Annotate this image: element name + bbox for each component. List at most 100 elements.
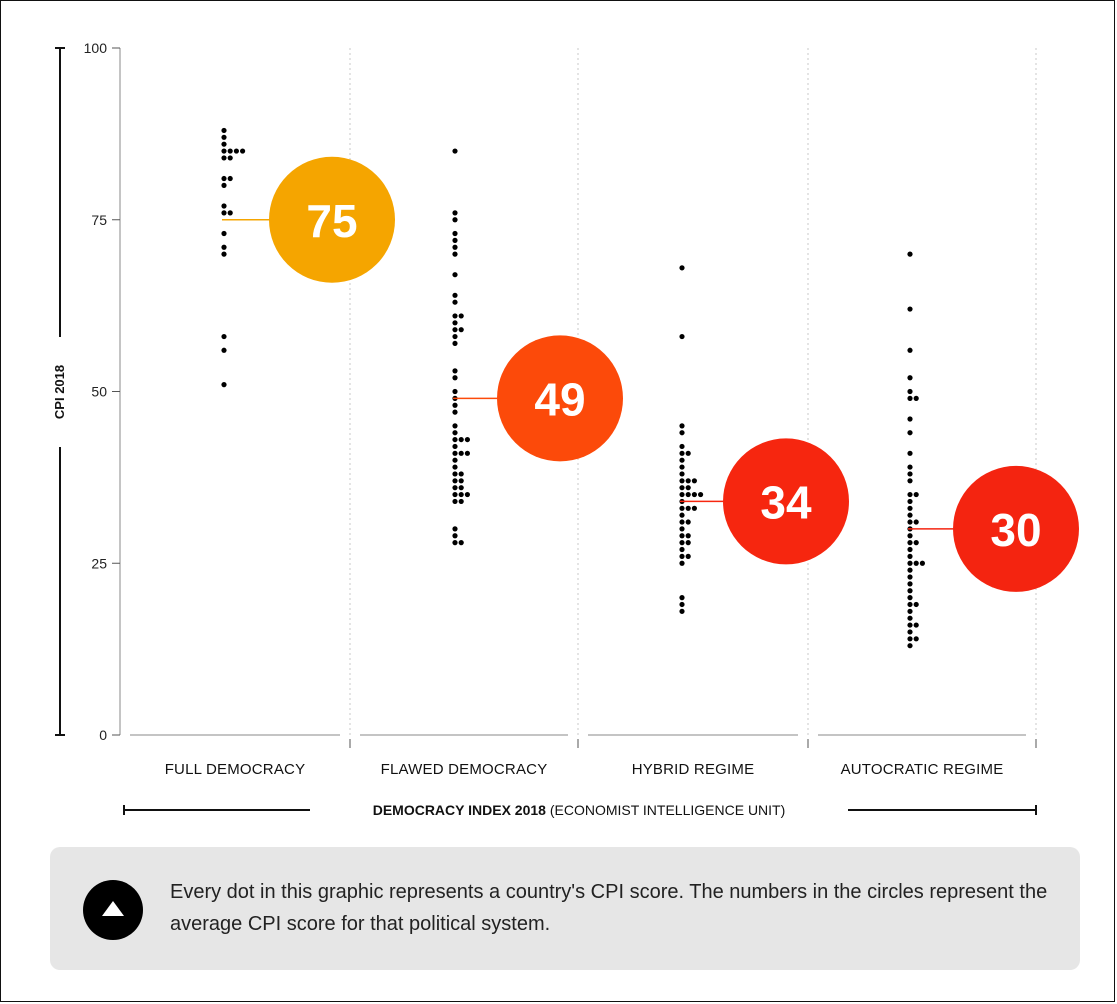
country-dot	[452, 272, 458, 278]
country-dot	[221, 244, 227, 250]
country-dot	[452, 464, 458, 470]
country-dot	[221, 134, 227, 140]
average-label: 30	[990, 504, 1041, 556]
average-label: 34	[760, 476, 812, 528]
country-dot	[907, 430, 913, 436]
country-dot	[907, 306, 913, 312]
country-dot	[907, 595, 913, 601]
average-label: 49	[534, 373, 585, 425]
country-dot	[221, 203, 227, 209]
country-dot	[679, 430, 685, 436]
note-text: Every dot in this graphic represents a c…	[170, 881, 1048, 935]
country-dot	[907, 615, 913, 621]
country-dot	[452, 450, 458, 456]
country-dot	[458, 436, 464, 443]
country-dot	[907, 533, 913, 539]
country-dot	[907, 416, 913, 422]
country-dot	[907, 450, 913, 456]
country-dot	[221, 182, 227, 188]
country-dot	[452, 498, 458, 505]
up-triangle-icon	[83, 880, 143, 940]
category-label: FLAWED DEMOCRACY	[381, 761, 548, 778]
country-dot	[452, 478, 458, 484]
country-dot	[679, 560, 685, 566]
average-circle	[497, 335, 623, 462]
country-dot	[907, 519, 913, 525]
country-dot	[907, 622, 913, 628]
country-dot	[227, 175, 233, 182]
country-dot	[913, 540, 919, 546]
x-axis: FULL DEMOCRACY FLAWED DEMOCRACY HYBRID REG…	[123, 734, 1037, 818]
country-dot	[679, 595, 685, 601]
country-dot	[907, 629, 913, 635]
country-dot	[679, 608, 685, 614]
country-dot	[679, 546, 685, 553]
country-dot	[913, 560, 919, 566]
country-dot	[907, 505, 913, 511]
average-label: 75	[306, 195, 357, 247]
category-label: FULL DEMOCRACY	[165, 761, 306, 778]
country-dot	[452, 436, 458, 443]
country-dot	[452, 402, 458, 408]
country-dot	[679, 265, 685, 271]
country-dot	[907, 560, 913, 566]
x-axis-title-rest: (ECONOMIST INTELLIGENCE UNIT)	[546, 802, 785, 818]
country-dot	[907, 574, 913, 580]
country-dot	[679, 471, 685, 477]
cpi-democracy-chart: 0 25 50 75 100 CPI 2018 75 49 34 30 FULL DEMOCRA…	[52, 40, 1079, 818]
country-dot	[452, 457, 458, 463]
country-dot	[685, 505, 691, 511]
country-dot	[691, 478, 698, 484]
country-dot	[240, 148, 246, 154]
country-dot	[685, 533, 691, 539]
info-note: Every dot in this graphic represents a c…	[50, 847, 1080, 970]
country-dot	[685, 491, 691, 498]
country-dot	[221, 251, 227, 257]
country-dot	[221, 127, 227, 134]
country-dot	[913, 636, 919, 642]
country-dot	[913, 519, 919, 525]
country-dot	[907, 581, 913, 587]
country-dot	[452, 313, 458, 319]
y-tick-label: 100	[84, 40, 108, 56]
country-dot	[452, 230, 458, 237]
country-dot	[679, 526, 685, 532]
country-dot	[221, 333, 227, 340]
x-axis-title: DEMOCRACY INDEX 2018 (ECONOMIST INTELLIG…	[373, 802, 786, 818]
country-dot	[907, 395, 913, 401]
country-dot	[907, 251, 913, 257]
average-circle	[269, 156, 395, 283]
country-dot	[452, 340, 458, 347]
country-dot	[679, 423, 685, 429]
country-dot	[458, 471, 464, 477]
category-label: AUTOCRATIC REGIME	[841, 761, 1004, 778]
country-dot	[907, 553, 913, 559]
country-dot	[452, 533, 458, 539]
country-dot	[907, 491, 913, 498]
country-dot	[907, 375, 913, 381]
country-dot	[464, 491, 470, 498]
country-dot	[452, 333, 458, 340]
country-dot	[221, 148, 227, 154]
country-dot	[452, 540, 458, 546]
country-dot	[907, 636, 913, 642]
country-dot	[913, 395, 919, 401]
country-dot	[679, 485, 685, 491]
country-dots	[221, 127, 926, 649]
country-dot	[907, 498, 913, 505]
country-dot	[679, 443, 685, 450]
country-dot	[221, 382, 227, 388]
country-dot	[907, 388, 913, 395]
country-dot	[452, 210, 458, 216]
country-dot	[679, 478, 685, 484]
country-dot	[919, 560, 926, 566]
country-dot	[691, 505, 698, 511]
country-dot	[679, 540, 685, 546]
country-dot	[227, 210, 233, 216]
country-dot	[907, 464, 913, 470]
country-dot	[452, 485, 458, 491]
y-axis-title: CPI 2018	[52, 365, 67, 419]
country-dot	[913, 601, 919, 608]
y-axis: 0 25 50 75 100 CPI 2018	[52, 40, 121, 743]
